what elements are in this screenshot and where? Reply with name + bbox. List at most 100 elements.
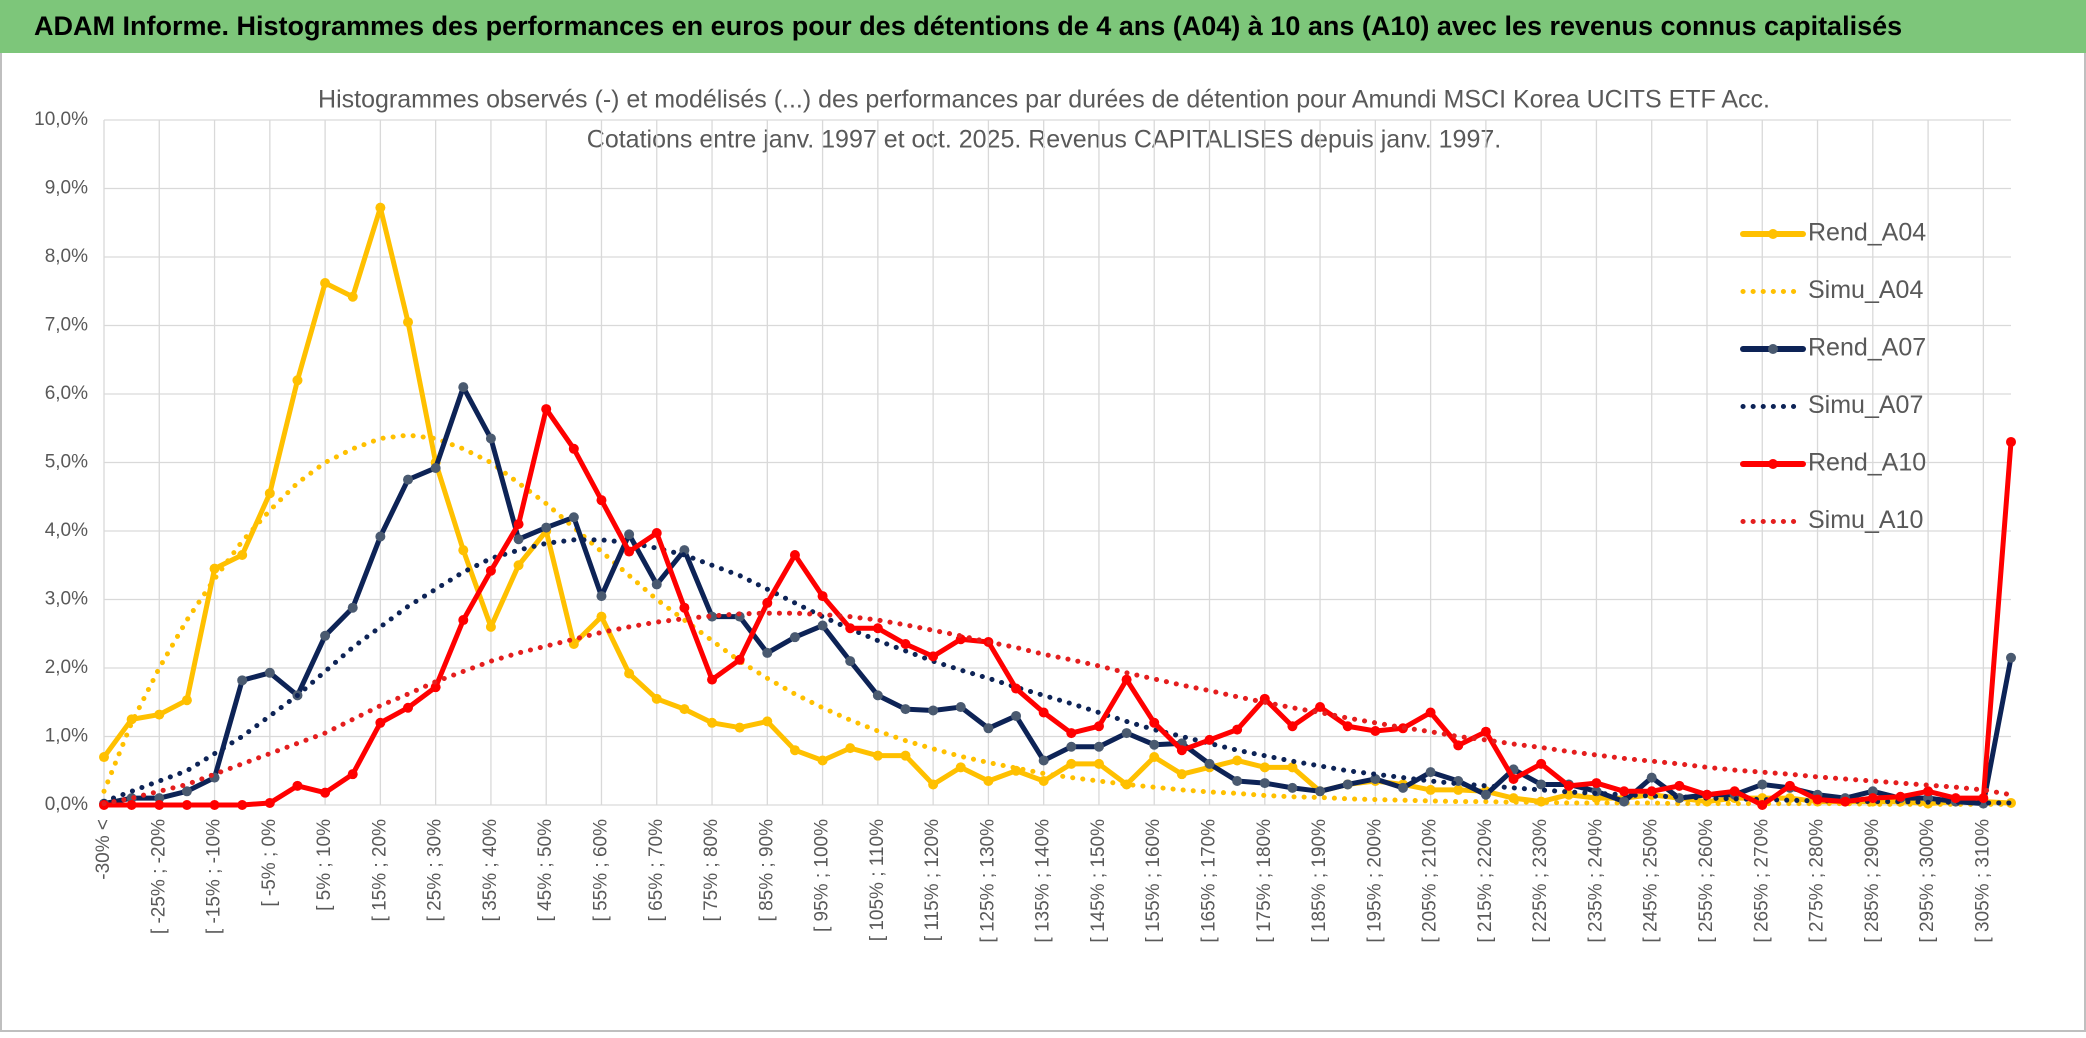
data-point [1204, 734, 1215, 745]
data-point [430, 462, 441, 473]
data-point [872, 623, 883, 634]
x-tick-label: [ 155% ; 160% [1143, 819, 1164, 943]
x-tick-label: [ 25% ; 30% [425, 819, 446, 922]
data-point [1425, 767, 1436, 778]
data-point [568, 443, 579, 454]
data-point [1867, 786, 1878, 797]
data-point [513, 560, 524, 571]
data-point [513, 534, 524, 545]
data-point [983, 723, 994, 734]
data-point [1536, 758, 1547, 769]
data-point [983, 776, 994, 787]
data-point [1508, 773, 1519, 784]
series-line [101, 205, 2014, 807]
data-point [403, 474, 414, 485]
data-point [1093, 741, 1104, 752]
data-point [264, 488, 275, 499]
data-point [679, 545, 690, 556]
data-point [485, 565, 496, 576]
data-point [817, 591, 828, 602]
data-point [154, 800, 165, 810]
y-tick-label: 9,0% [45, 178, 88, 199]
data-point [458, 545, 469, 556]
data-point [485, 433, 496, 444]
legend-label: Rend_A04 [1808, 219, 1926, 247]
legend-label: Rend_A07 [1808, 334, 1926, 362]
data-point [1978, 793, 1989, 804]
data-point [845, 623, 856, 634]
data-point [1232, 776, 1243, 787]
data-point [347, 291, 358, 302]
data-point [237, 800, 248, 810]
data-point [900, 750, 911, 761]
x-tick-label: [ 85% ; 90% [756, 819, 777, 922]
data-point [1784, 780, 1795, 791]
data-point [1674, 780, 1685, 791]
data-point [430, 682, 441, 693]
data-point [1950, 793, 1961, 804]
data-point [707, 674, 718, 685]
data-point [154, 709, 165, 720]
header-title: ADAM Informe. Histogrammes des performan… [34, 11, 1902, 41]
data-point [154, 793, 165, 804]
data-point [1480, 726, 1491, 737]
data-point [1121, 674, 1132, 685]
x-tick-label: [ 225% ; 230% [1530, 819, 1551, 943]
y-tick-label: 5,0% [45, 452, 88, 473]
data-point [1370, 726, 1381, 737]
data-point [1287, 721, 1298, 732]
data-point [347, 769, 358, 780]
data-point [237, 549, 248, 560]
data-point [679, 704, 690, 715]
data-point [264, 797, 275, 808]
data-point [1121, 728, 1132, 739]
data-point [1867, 793, 1878, 804]
series-line [101, 537, 2014, 806]
data-point [1757, 800, 1768, 810]
data-point [789, 632, 800, 643]
data-point [1011, 683, 1022, 694]
data-point [872, 750, 883, 761]
x-tick-label: [ 115% ; 120% [922, 819, 943, 941]
data-point [1315, 786, 1326, 797]
x-tick-label: [ 185% ; 190% [1309, 819, 1330, 943]
data-point [1342, 779, 1353, 790]
data-point [209, 563, 220, 574]
data-point [928, 651, 939, 662]
data-point [1425, 784, 1436, 795]
data-point [375, 717, 386, 728]
data-point [1591, 778, 1602, 789]
data-point [1232, 724, 1243, 735]
data-point [1453, 740, 1464, 751]
data-point [403, 317, 414, 328]
data-point [762, 716, 773, 727]
data-point [928, 779, 939, 790]
data-point [1287, 782, 1298, 793]
data-point [1259, 778, 1270, 789]
x-tick-label: [ 305% ; 310% [1972, 819, 1993, 943]
chart-title: Histogrammes observés (-) et modélisés (… [318, 86, 1770, 114]
data-point [568, 512, 579, 523]
x-tick-label: [ 275% ; 280% [1807, 819, 1828, 943]
x-tick-label: [ 65% ; 70% [646, 819, 667, 922]
data-point [1646, 786, 1657, 797]
x-tick-label: [ 205% ; 210% [1420, 819, 1441, 943]
series-line [101, 384, 2014, 807]
data-point [181, 800, 192, 810]
data-point [458, 615, 469, 626]
data-point [1149, 739, 1160, 750]
data-point [513, 519, 524, 530]
series-line [101, 610, 2014, 807]
y-tick-label: 0,0% [45, 794, 88, 815]
y-tick-label: 7,0% [45, 315, 88, 336]
x-tick-label: [ 175% ; 180% [1254, 819, 1275, 943]
series-line [101, 406, 2014, 808]
data-point [1895, 791, 1906, 802]
data-point [1812, 794, 1823, 805]
data-point [1646, 772, 1657, 783]
data-point [1259, 762, 1270, 773]
data-point [181, 786, 192, 797]
x-tick-label: [ 145% ; 150% [1088, 819, 1109, 943]
